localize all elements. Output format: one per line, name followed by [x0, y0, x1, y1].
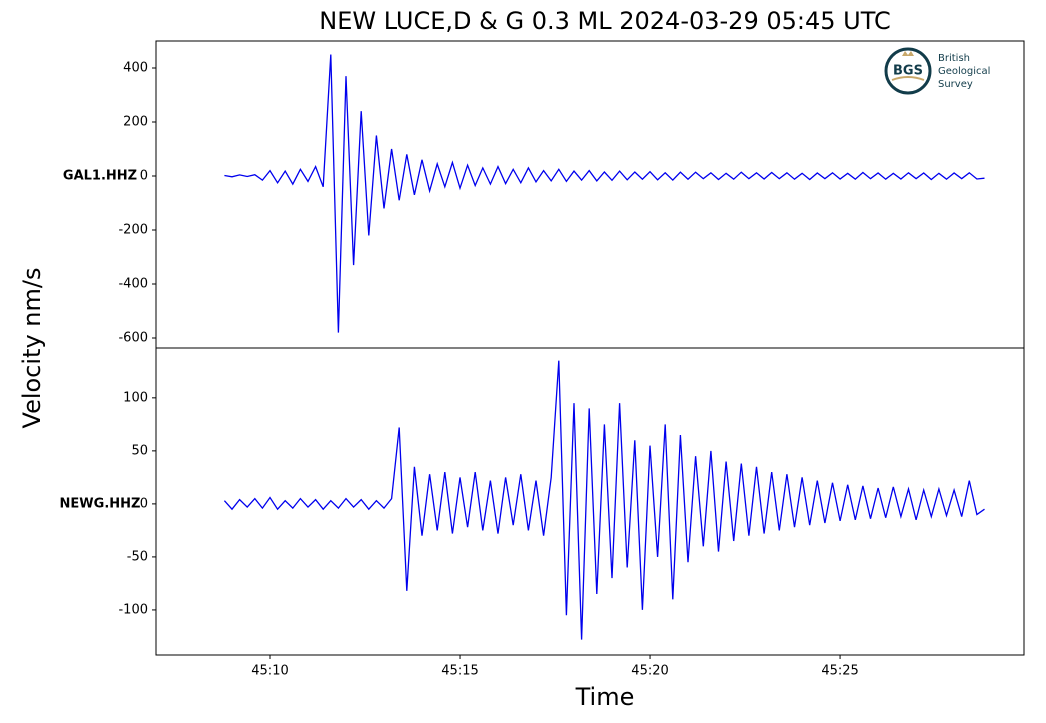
- y-tick-label: -600: [118, 331, 148, 346]
- logo-crown: [902, 51, 914, 56]
- x-tick-label: 45:15: [441, 664, 478, 679]
- y-tick-label: 400: [123, 61, 148, 76]
- y-tick-label: 0: [140, 496, 148, 511]
- chart-title: NEW LUCE,D & G 0.3 ML 2024-03-29 05:45 U…: [319, 7, 890, 35]
- y-tick-label: -50: [127, 549, 148, 564]
- station-label: GAL1.HHZ: [63, 169, 137, 184]
- y-tick-label: 100: [123, 390, 148, 405]
- x-tick-label: 45:10: [251, 664, 288, 679]
- y-axis-label: Velocity nm/s: [18, 268, 46, 429]
- logo-text: British: [938, 53, 970, 64]
- logo-abbr: BGS: [893, 64, 923, 79]
- logo-wave: [891, 76, 925, 81]
- logo-ring: [884, 47, 932, 95]
- y-tick-label: -100: [118, 602, 148, 617]
- panel-frame: [155, 347, 1025, 656]
- logo-text: Survey: [938, 79, 973, 90]
- trace: [224, 54, 985, 333]
- logo-text: Geological: [938, 66, 990, 77]
- y-tick-label: -400: [118, 277, 148, 292]
- x-tick-label: 45:20: [631, 664, 668, 679]
- y-tick-label: 50: [131, 443, 148, 458]
- trace: [223, 360, 985, 640]
- y-tick-label: 0: [140, 169, 148, 184]
- y-tick-label: -200: [118, 223, 148, 238]
- logo: BGS British Geological Survey: [884, 47, 990, 95]
- x-tick-label: 45:25: [821, 664, 858, 679]
- station-label: NEWG.HHZ: [60, 496, 141, 511]
- x-axis-label: Time: [575, 683, 635, 711]
- y-tick-label: 200: [123, 115, 148, 130]
